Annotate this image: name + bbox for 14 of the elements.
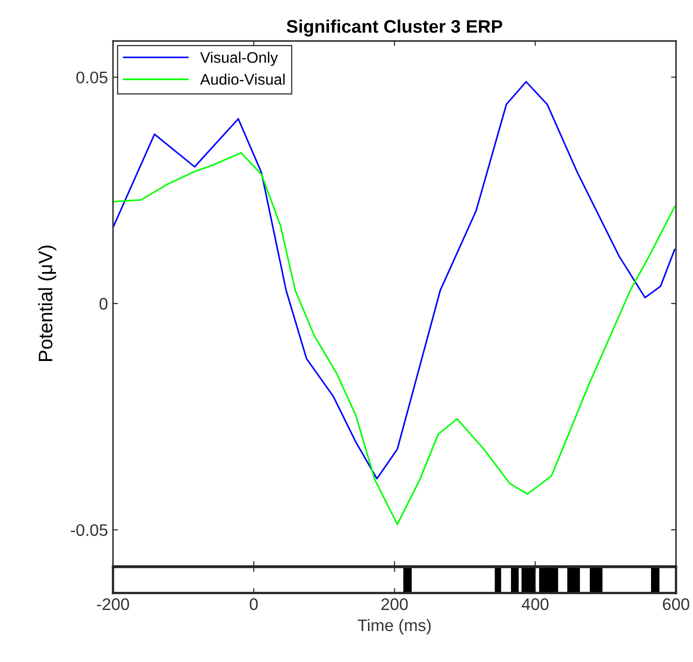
line-series <box>113 152 676 526</box>
legend-label: Visual-Only <box>200 52 278 66</box>
x-tick-label: -200 <box>97 598 130 610</box>
x-tick-label: 200 <box>381 598 408 610</box>
x-tick-label: 0 <box>250 598 258 610</box>
x-tick-label: 600 <box>662 598 690 610</box>
y-tick-label: -0.05 <box>70 524 108 536</box>
y-tick-label: 0 <box>100 298 108 310</box>
legend-label: Audio-Visual <box>200 74 285 85</box>
x-axis-title: Time (ms) <box>358 618 431 634</box>
x-tick-label: 400 <box>522 598 549 610</box>
y-tick-label: 0.05 <box>76 72 108 84</box>
chart-title: Significant Cluster 3 ERP <box>286 20 502 36</box>
y-axis-title: Potential (μV) <box>38 246 56 361</box>
